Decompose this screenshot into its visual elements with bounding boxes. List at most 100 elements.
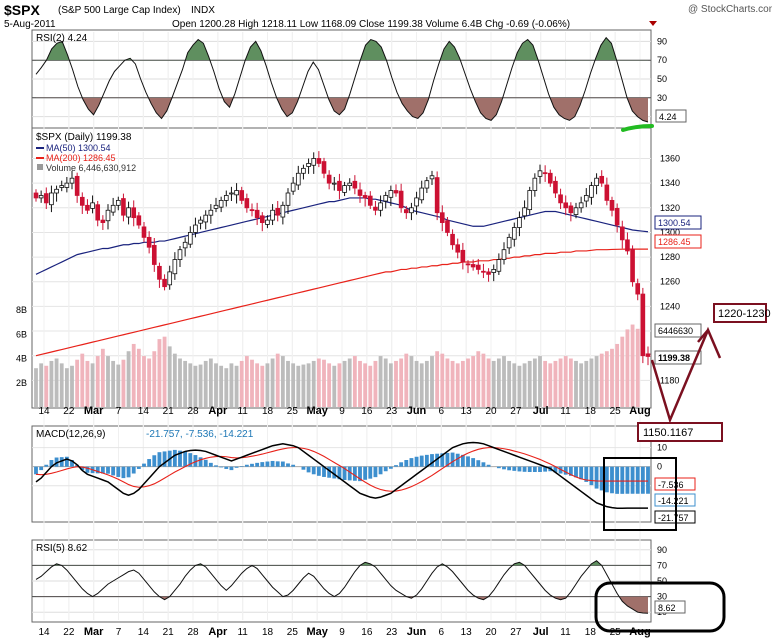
candle-body bbox=[337, 180, 342, 191]
x-tick-label: Aug bbox=[629, 405, 650, 417]
candle-body bbox=[460, 249, 466, 263]
macd-histogram-bar bbox=[373, 466, 378, 478]
price-legend: $SPX (Daily) 1199.38 bbox=[36, 132, 132, 143]
y-tick-label: 70 bbox=[657, 560, 667, 570]
macd-histogram-bar bbox=[486, 464, 491, 467]
candle-body bbox=[583, 195, 589, 202]
volume-bar bbox=[172, 353, 177, 407]
candle-body bbox=[64, 182, 70, 188]
volume-bar bbox=[59, 363, 64, 407]
x-tick-label: 14 bbox=[38, 627, 50, 638]
volume-bar bbox=[460, 360, 465, 407]
volume-bar bbox=[306, 363, 311, 407]
candle-body bbox=[506, 236, 512, 249]
candle-body bbox=[198, 219, 203, 224]
candle-body bbox=[162, 278, 167, 288]
macd-histogram-bar bbox=[445, 452, 450, 467]
macd-histogram-bar bbox=[383, 466, 388, 472]
macd-histogram-bar bbox=[126, 466, 131, 478]
y-tick-label: 30 bbox=[657, 592, 667, 602]
macd-histogram-bar bbox=[280, 461, 285, 467]
volume-bar bbox=[100, 348, 105, 407]
x-tick-label: 11 bbox=[560, 627, 571, 638]
candle-body bbox=[517, 217, 522, 228]
x-tick-label: May bbox=[306, 626, 328, 638]
volume-bar bbox=[188, 363, 193, 407]
volume-bar bbox=[311, 360, 316, 407]
macd-histogram-bar bbox=[594, 466, 599, 489]
volume-bar bbox=[111, 360, 116, 407]
volume-bar bbox=[203, 360, 208, 407]
candle-body bbox=[141, 226, 147, 238]
macd-histogram-bar bbox=[419, 455, 424, 467]
volume-bar bbox=[507, 360, 512, 407]
x-tick-label: 11 bbox=[560, 406, 571, 417]
volume-bar bbox=[450, 360, 455, 407]
candle-body bbox=[398, 190, 404, 209]
volume-bar bbox=[358, 360, 362, 407]
candle-body bbox=[640, 293, 646, 357]
macd-histogram-bar bbox=[471, 458, 476, 467]
volume-bar bbox=[584, 360, 589, 407]
macd-histogram-bar bbox=[440, 453, 445, 467]
volume-bar bbox=[34, 368, 38, 407]
y-tick-label: 1260 bbox=[660, 277, 680, 287]
svg-text:6446630: 6446630 bbox=[658, 326, 693, 336]
gridlines bbox=[32, 32, 651, 620]
candle-body bbox=[429, 175, 435, 180]
x-tick-label: 22 bbox=[63, 627, 75, 638]
candle-body bbox=[131, 207, 137, 219]
macd-histogram-bar bbox=[507, 466, 512, 471]
macd-legend: MACD(12,26,9) bbox=[36, 429, 105, 440]
volume-bars bbox=[34, 324, 640, 407]
macd-histogram-bar bbox=[203, 459, 208, 467]
candle-body bbox=[645, 353, 651, 357]
volume-bar bbox=[106, 356, 110, 407]
svg-text:1199.38: 1199.38 bbox=[658, 353, 690, 363]
volume-bar bbox=[373, 360, 378, 407]
candle-body bbox=[475, 264, 481, 270]
x-tick-label: Mar bbox=[84, 405, 104, 417]
volume-bar bbox=[435, 351, 440, 407]
macd-values: -21.757, -7.536, -14.221 bbox=[146, 429, 254, 440]
x-tick-label: 18 bbox=[262, 406, 274, 417]
x-tick-label: 7 bbox=[116, 627, 122, 638]
x-tick-label: 22 bbox=[63, 406, 75, 417]
macd-histogram-bar bbox=[239, 466, 244, 467]
macd-histogram-bar bbox=[352, 466, 357, 481]
x-tick-label: 9 bbox=[339, 627, 345, 638]
volume-bar bbox=[502, 356, 506, 407]
candle-body bbox=[630, 248, 635, 283]
volume-bar bbox=[75, 359, 80, 407]
candle-body bbox=[594, 177, 599, 187]
volume-bar bbox=[224, 368, 229, 407]
y-tick-label: 1180 bbox=[660, 375, 679, 385]
macd-histogram-bar bbox=[301, 466, 306, 470]
candle-body bbox=[177, 249, 183, 260]
candle-body bbox=[635, 283, 641, 295]
macd-histogram-bar bbox=[630, 466, 635, 494]
macd-histogram-bar bbox=[219, 466, 224, 468]
volume-bar bbox=[527, 360, 532, 407]
volume-bar bbox=[368, 365, 373, 407]
volume-bar bbox=[142, 356, 146, 407]
macd-histogram-bar bbox=[85, 466, 90, 473]
macd-histogram-bar bbox=[49, 460, 54, 467]
watermark: @ StockCharts.com bbox=[688, 4, 772, 15]
candle-body bbox=[146, 236, 152, 248]
volume-legend: Volume 6,446,630,912 bbox=[46, 163, 136, 173]
volume-bar bbox=[167, 346, 172, 407]
candle-body bbox=[249, 209, 255, 212]
macd-histogram-bar bbox=[157, 452, 162, 467]
volume-bar bbox=[90, 363, 95, 407]
candle-body bbox=[604, 184, 610, 201]
macd-histogram-bar bbox=[34, 466, 38, 475]
candle-body bbox=[445, 220, 450, 233]
x-tick-label: 18 bbox=[585, 406, 597, 417]
macd-histogram-bar bbox=[599, 466, 604, 491]
candle-body bbox=[254, 209, 260, 219]
axis-labels: 1030507090103050709011801200122012401260… bbox=[16, 36, 680, 638]
candle-body bbox=[85, 204, 90, 211]
volume-bar bbox=[574, 360, 578, 407]
